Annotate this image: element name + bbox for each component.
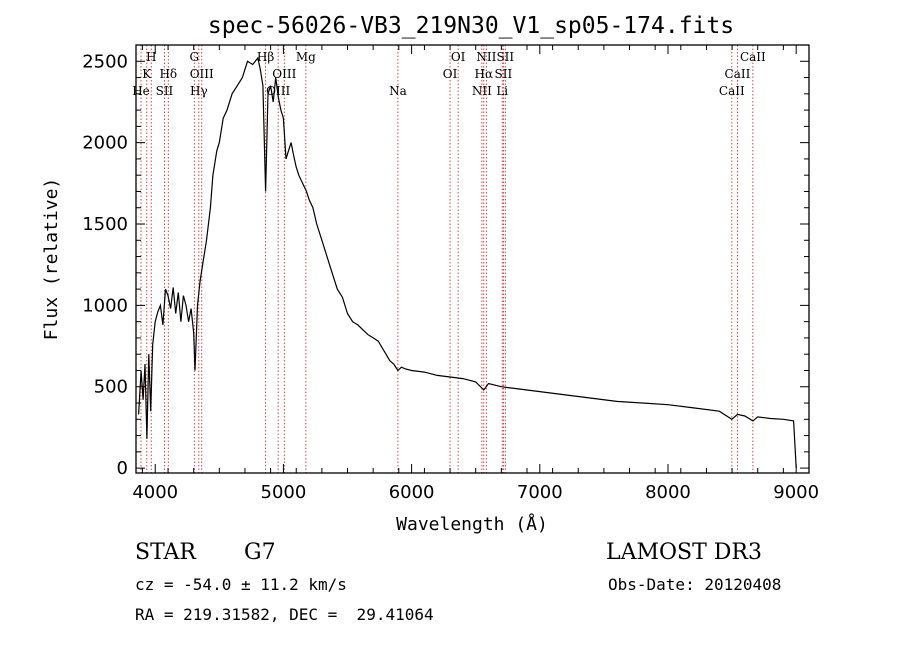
spectral-line-label: Li [496, 84, 508, 98]
spectral-line-label: CaII [725, 67, 751, 81]
spectral-line-label: Na [389, 84, 407, 98]
redshift-cz: cz = -54.0 ± 11.2 km/s [135, 575, 347, 594]
spectrum-series-line [138, 56, 797, 469]
coordinates: RA = 219.31582, DEC = 29.41064 [135, 605, 434, 624]
spectral-line-label: CaII [740, 50, 766, 64]
spectral-line-label: NII [472, 84, 492, 98]
spectral-line-label: K [142, 67, 152, 81]
x-axis-ticks: 4000 5000 6000 7000 8000 9000 [132, 45, 819, 503]
spectral-line-label: H [146, 50, 156, 64]
spectral-line-markers [140, 45, 754, 473]
spectral-line-label: OIII [190, 67, 214, 81]
y-tick-label: 2000 [82, 133, 128, 154]
object-subclass: G7 [244, 540, 276, 565]
x-axis-label: Wavelength (Å) [396, 513, 548, 535]
spectral-line-label: Hγ [190, 84, 208, 98]
spectral-line-label: NII [476, 50, 496, 64]
x-tick-label: 4000 [132, 482, 178, 503]
spectral-line-label: Mg [296, 50, 316, 64]
x-tick-label: 7000 [517, 482, 563, 503]
spectral-line-label: SII [495, 67, 513, 81]
y-tick-label: 1000 [82, 295, 128, 316]
spectral-line-labels: HeKHSIIHδGHγOIIIHβOIIIOIIIMgNaOIOINIIHαN… [132, 50, 766, 98]
spectral-line-label: Hβ [257, 50, 274, 64]
spectral-line-label: G [190, 50, 200, 64]
spectral-line-label: OI [451, 50, 466, 64]
spectral-line-label: Hα [474, 67, 493, 81]
chart-title: spec-56026-VB3_219N30_V1_sp05-174.fits [208, 13, 734, 39]
object-class: STAR [135, 540, 196, 565]
spectral-line-label: OI [443, 67, 458, 81]
x-tick-label: 9000 [773, 482, 819, 503]
spectral-line-label: SII [496, 50, 514, 64]
spectral-line-label: He [132, 84, 150, 98]
y-tick-label: 1500 [82, 214, 128, 235]
y-axis-ticks: 0 500 1000 1500 2000 2500 [82, 51, 809, 479]
observation-date: Obs-Date: 20120408 [608, 575, 782, 594]
x-tick-label: 8000 [645, 482, 691, 503]
survey-name: LAMOST DR3 [606, 540, 762, 565]
y-tick-label: 500 [94, 377, 128, 398]
x-tick-label: 5000 [261, 482, 307, 503]
y-tick-label: 0 [117, 458, 128, 479]
spectral-line-label: SII [156, 84, 174, 98]
spectrum-chart: spec-56026-VB3_219N30_V1_sp05-174.fits H… [41, 13, 819, 535]
y-axis-label: Flux (relative) [41, 178, 62, 341]
spectral-line-label: Hδ [159, 67, 177, 81]
spectral-line-label: CaII [719, 84, 745, 98]
x-tick-label: 6000 [389, 482, 435, 503]
y-tick-label: 2500 [82, 51, 128, 72]
plot-frame [135, 44, 810, 474]
spectral-line-label: OIII [272, 67, 296, 81]
